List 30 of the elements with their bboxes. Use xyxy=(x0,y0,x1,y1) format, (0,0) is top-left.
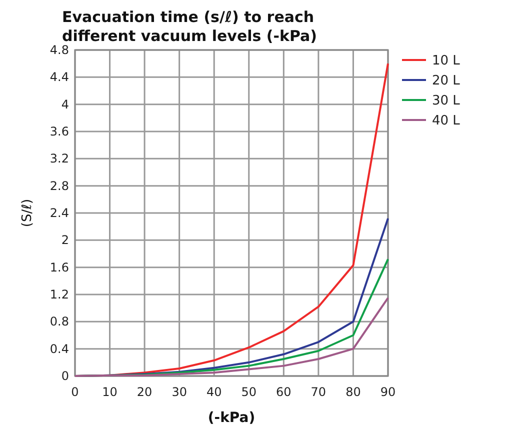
x-tick-label: 90 xyxy=(380,385,396,399)
y-tick-label: 0.4 xyxy=(50,342,69,356)
legend-label: 30 L xyxy=(432,94,461,108)
x-tick-label: 0 xyxy=(71,385,79,399)
x-tick-label: 40 xyxy=(206,385,222,399)
x-axis-title: (-kPa) xyxy=(208,410,256,426)
legend-label: 20 L xyxy=(432,74,461,88)
y-tick-label: 2.4 xyxy=(50,206,69,220)
y-axis-title: (S/ℓ) xyxy=(20,198,35,228)
y-tick-label: 2.8 xyxy=(50,178,69,193)
y-tick-label: 4.4 xyxy=(50,70,69,84)
x-tick-label: 10 xyxy=(102,385,118,399)
x-tick-label: 50 xyxy=(241,385,257,399)
x-tick-label: 70 xyxy=(310,385,326,399)
y-tick-label: 3.6 xyxy=(50,124,69,138)
x-tick-label: 60 xyxy=(276,385,292,399)
x-tick-label: 80 xyxy=(346,385,361,399)
legend-label: 10 L xyxy=(432,54,461,68)
x-tick-label: 30 xyxy=(172,385,187,399)
y-tick-label: 0.8 xyxy=(50,314,69,329)
y-tick-label: 3.2 xyxy=(50,152,69,166)
y-tick-label: 1.6 xyxy=(50,260,69,274)
y-tick-label: 1.2 xyxy=(50,288,69,302)
chart-title: Evacuation time (s/ℓ) to reach different vacuum levels (-kPa) xyxy=(62,8,318,45)
x-tick-label: 20 xyxy=(136,385,152,399)
y-tick-label: 4 xyxy=(61,97,69,112)
y-tick-label: 2 xyxy=(61,233,69,248)
y-tick-label: 4.8 xyxy=(50,43,69,57)
legend-label: 40 L xyxy=(432,114,461,128)
y-tick-label: 0 xyxy=(61,369,69,383)
